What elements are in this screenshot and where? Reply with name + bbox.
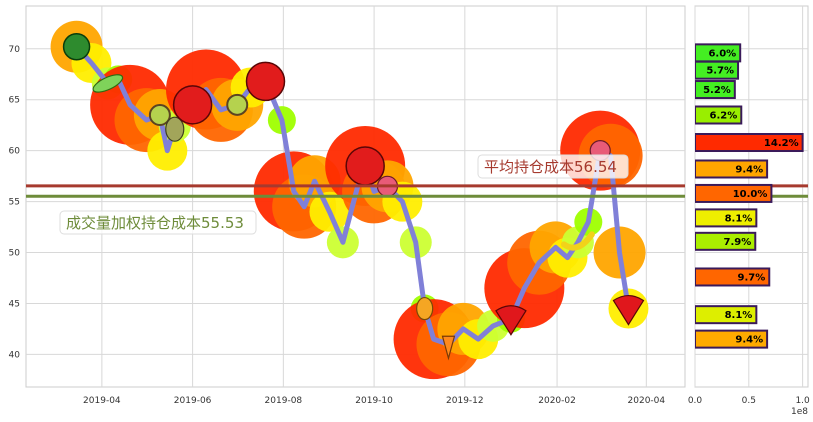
volume-bar-label: 9.7% xyxy=(738,272,766,283)
y-tick-label: 70 xyxy=(9,45,21,55)
fruit-icons xyxy=(62,32,645,361)
side-x-tick-label: 0.5 xyxy=(742,396,756,406)
volume-bar-label: 6.0% xyxy=(708,48,736,59)
volume-bar xyxy=(695,329,769,349)
volume-bar-label: 6.2% xyxy=(710,111,738,122)
pineapple-icon xyxy=(416,296,434,321)
volume-bar-label: 8.1% xyxy=(725,213,753,224)
strawberry-icon xyxy=(495,305,527,336)
volume-bar-label: 8.1% xyxy=(725,310,753,321)
side-x-offset-label: 1e8 xyxy=(791,407,808,417)
volume-bar-label: 7.9% xyxy=(724,237,752,248)
volume-bar xyxy=(695,183,773,203)
volume-bar xyxy=(695,60,740,80)
volume-bar xyxy=(695,80,736,100)
x-tick-label: 2019-04 xyxy=(83,396,121,406)
volume-bar xyxy=(695,105,743,125)
pear-icon xyxy=(165,116,185,142)
y-tick-label: 60 xyxy=(9,147,21,157)
volume-bar xyxy=(695,133,804,153)
kiwi-icon xyxy=(148,104,171,127)
side-x-tick-label: 0.0 xyxy=(688,396,703,406)
strawberry-icon xyxy=(612,294,645,326)
avg-cost-label-box xyxy=(477,154,629,179)
vwap-cost-label-box xyxy=(59,210,257,235)
x-tick-label: 2019-10 xyxy=(355,396,393,406)
volume-bar xyxy=(695,159,769,179)
y-tick-label: 65 xyxy=(9,96,20,106)
volume-bar xyxy=(695,267,771,287)
watermelon-icon xyxy=(62,32,91,61)
carrot-icon xyxy=(441,335,456,361)
vwap-cost-label: 成交量加权持仓成本55.53 xyxy=(66,214,244,232)
x-tick-label: 2019-08 xyxy=(265,396,303,406)
volume-bar xyxy=(695,305,758,325)
volume-bar-label: 5.2% xyxy=(703,85,731,96)
x-tick-label: 2020-04 xyxy=(628,396,666,406)
volume-bar xyxy=(695,231,757,251)
x-tick-label: 2019-06 xyxy=(174,396,212,406)
volume-bar xyxy=(695,208,758,228)
volume-bar-label: 5.7% xyxy=(706,66,734,77)
avg-cost-label: 平均持仓成本56.54 xyxy=(484,158,617,176)
y-tick-label: 55 xyxy=(9,198,20,208)
volume-bar-label: 14.2% xyxy=(764,138,799,149)
kiwi-icon xyxy=(226,93,249,116)
axis-ticks: 40 45 50 55 60 65 70 2019-04 2019-06 2019-08 2019-… xyxy=(9,45,810,417)
apple-icon xyxy=(345,146,385,186)
x-tick-label: 2020-02 xyxy=(538,396,576,406)
volume-bar-label: 10.0% xyxy=(733,189,768,200)
y-tick-label: 40 xyxy=(9,350,21,360)
volume-bars: 6.0% 5.7% 5.2% 6.2% 14.2% 9.4% 10.0% 8.1% 7.9% 9.… xyxy=(695,43,804,349)
y-tick-label: 45 xyxy=(9,299,20,309)
side-x-tick-label: 1.0 xyxy=(795,396,810,406)
apple-icon xyxy=(172,85,213,125)
x-tick-label: 2019-12 xyxy=(446,396,484,406)
apple-icon xyxy=(245,61,286,102)
volume-bar-label: 9.4% xyxy=(735,335,763,346)
banana-icon xyxy=(560,231,595,251)
volume-bar-label: 9.4% xyxy=(735,164,763,175)
pea-pod-icon xyxy=(92,74,124,93)
y-tick-label: 50 xyxy=(9,249,21,259)
